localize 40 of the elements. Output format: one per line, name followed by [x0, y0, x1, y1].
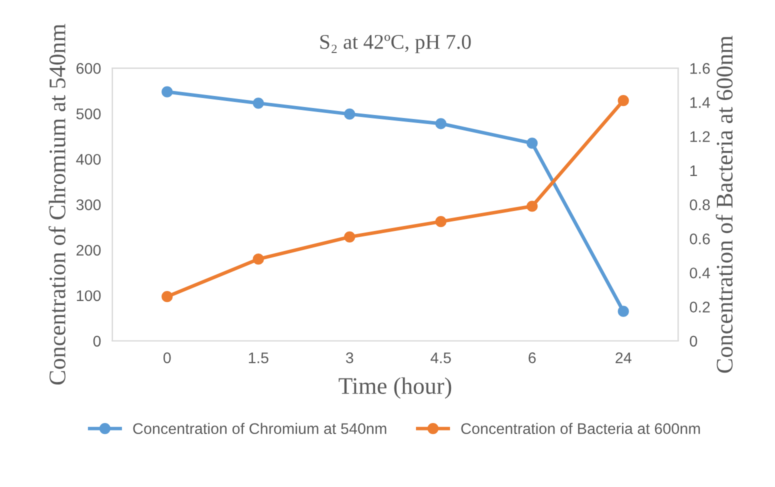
y2-tick-label: 0.4: [690, 268, 710, 278]
point: [252, 98, 264, 109]
point: [618, 306, 629, 317]
point: [618, 95, 629, 106]
y2-tick-label: 0.8: [690, 199, 710, 210]
y2-tick-label: 0.6: [690, 234, 710, 244]
point: [252, 254, 264, 265]
point: [526, 200, 538, 212]
x-tick-label: 24: [616, 352, 632, 364]
y-tick-label: 600: [76, 63, 101, 74]
y-tick-label: 400: [76, 154, 101, 165]
y2-tick-label: 0.2: [690, 302, 710, 312]
y2-tick-label: 1: [690, 165, 697, 176]
point: [162, 291, 173, 302]
x-axis-title: Time (hour): [338, 377, 452, 399]
point: [344, 108, 356, 120]
y-axis-title: Concentration of Chromium at 540nm: [48, 24, 66, 385]
y-tick-label: 500: [76, 108, 101, 120]
y2-tick-label: 0: [690, 336, 698, 347]
y2-axis-title: Concentration of Bacteria at 600nm: [716, 36, 733, 373]
y-tick-label: 200: [76, 244, 101, 256]
point: [435, 216, 446, 228]
y-tick-label: 300: [76, 199, 101, 210]
chart-title: S₂ at 42ºC, pH 7.0: [320, 34, 471, 54]
y-tick-label: 0: [93, 336, 101, 347]
point: [435, 118, 446, 130]
point: [526, 138, 538, 149]
point: [344, 231, 356, 242]
x-tick-label: 1.5: [248, 352, 268, 364]
x-tick-label: 0: [163, 352, 171, 364]
y2-tick-label: 1.4: [690, 97, 710, 108]
y-tick-label: 100: [76, 290, 101, 302]
x-tick-label: 6: [528, 352, 536, 364]
x-tick-label: 3: [346, 352, 354, 364]
x-tick-label: 4.5: [430, 352, 451, 364]
point: [162, 86, 173, 98]
legend-label: Concentration of Bacteria at 600nm: [461, 422, 700, 434]
y2-tick-label: 1.2: [690, 131, 710, 142]
y2-tick-label: 1.6: [690, 63, 710, 74]
legend-label: Concentration of Chromium at 540nm: [133, 422, 386, 434]
